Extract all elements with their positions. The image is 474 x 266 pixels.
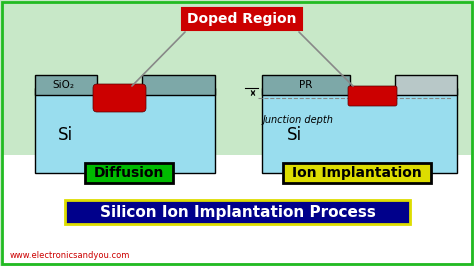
FancyBboxPatch shape [348, 86, 397, 106]
Text: Ion Implantation: Ion Implantation [292, 166, 422, 180]
Text: Si: Si [286, 126, 301, 144]
FancyBboxPatch shape [65, 200, 410, 224]
FancyBboxPatch shape [262, 88, 457, 173]
FancyBboxPatch shape [3, 155, 471, 263]
FancyBboxPatch shape [35, 88, 215, 173]
Text: www.electronicsandyou.com: www.electronicsandyou.com [10, 251, 130, 260]
FancyBboxPatch shape [35, 75, 97, 95]
FancyBboxPatch shape [283, 163, 431, 183]
FancyBboxPatch shape [85, 163, 173, 183]
FancyBboxPatch shape [262, 75, 350, 95]
FancyBboxPatch shape [395, 75, 457, 95]
Text: Silicon Ion Implantation Process: Silicon Ion Implantation Process [100, 205, 375, 219]
FancyBboxPatch shape [182, 8, 302, 30]
Text: Doped Region: Doped Region [187, 12, 297, 26]
Text: SiO₂: SiO₂ [52, 80, 74, 90]
Text: Junction depth: Junction depth [263, 115, 334, 125]
FancyBboxPatch shape [93, 84, 146, 112]
Text: Si: Si [57, 126, 73, 144]
Text: PR: PR [299, 80, 313, 90]
FancyBboxPatch shape [142, 75, 215, 95]
Text: Diffusion: Diffusion [94, 166, 164, 180]
